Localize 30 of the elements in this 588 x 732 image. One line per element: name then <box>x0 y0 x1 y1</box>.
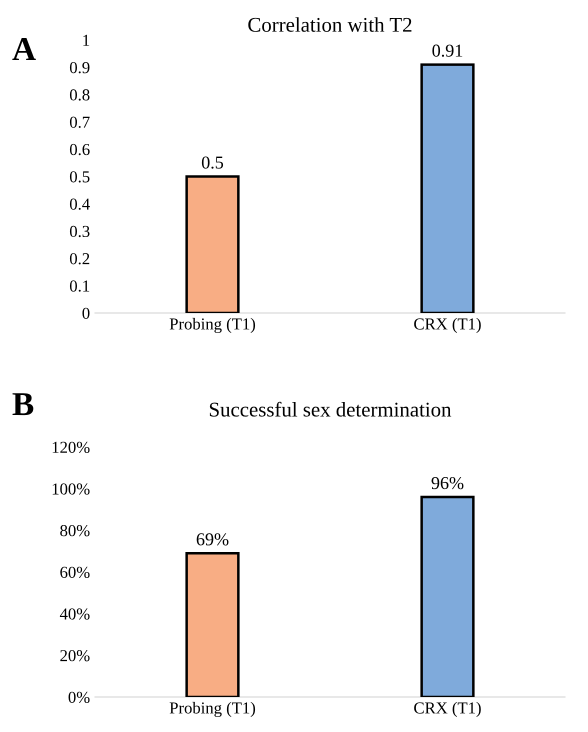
y-tick-label: 20% <box>60 650 90 662</box>
y-tick-label: 0.4 <box>70 198 90 210</box>
y-tick-label: 0% <box>68 692 90 703</box>
y-tick-label: 80% <box>60 525 90 536</box>
y-tick-label: 0.7 <box>70 116 90 128</box>
y-tick-label: 0 <box>82 308 90 319</box>
y-tick-label: 0.9 <box>70 62 90 74</box>
y-tick-label: 0.1 <box>70 280 90 292</box>
x-tick-label: Probing (T1) <box>170 318 256 334</box>
y-tick-label: 0.3 <box>70 226 90 238</box>
chart-title: Successful sex determination <box>210 402 452 417</box>
data-label: 0.91 <box>432 44 462 57</box>
y-tick-label: 60% <box>60 566 90 578</box>
y-tick-label: 0.2 <box>70 253 90 264</box>
text: A <box>12 38 36 60</box>
y-tick-label: 0.8 <box>70 89 90 101</box>
y-tick-label: 1 <box>83 34 90 46</box>
data-label: 69% <box>196 533 228 546</box>
y-tick-label: 0.5 <box>70 171 90 183</box>
x-tick-label: CRX (T1) <box>414 318 481 333</box>
y-tick-label: 120% <box>52 442 90 453</box>
y-tick-label: 40% <box>60 608 90 620</box>
x-tick-label: Probing (T1) <box>170 702 256 718</box>
data-label: 0.5 <box>202 156 224 169</box>
chart-title: Correlation with T2 <box>248 17 412 32</box>
y-tick-label: 0.6 <box>70 144 90 156</box>
y-tick-label: 100% <box>52 483 90 495</box>
data-label: 96% <box>432 476 464 490</box>
x-tick-label: CRX (T1) <box>414 702 481 717</box>
text: B <box>12 393 34 416</box>
